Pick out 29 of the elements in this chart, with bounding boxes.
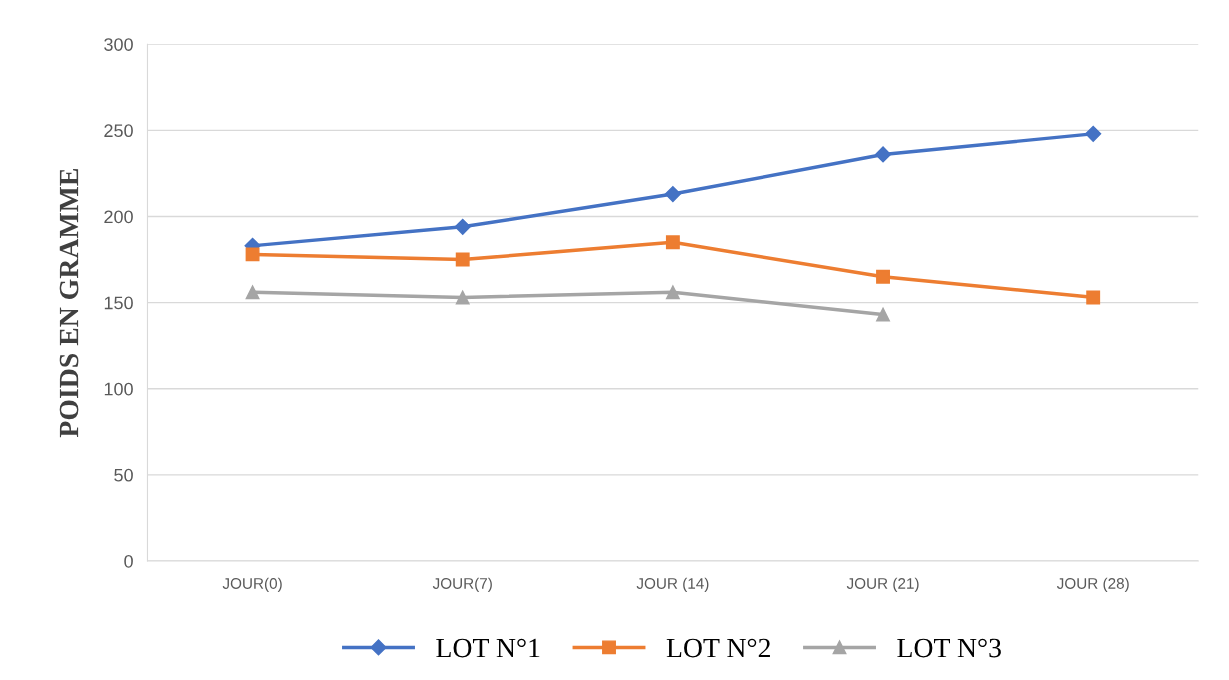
point	[876, 307, 890, 322]
x-tick-label: JOUR (21)	[846, 577, 919, 592]
y-tick-label: 0	[124, 554, 133, 568]
point	[245, 285, 260, 300]
y-axis-title: POIDS EN GRAMME	[59, 168, 79, 438]
point	[455, 252, 470, 267]
legend-label: LOT N°1	[436, 638, 540, 658]
x-tick-label: JOUR (28)	[1056, 577, 1129, 592]
y-tick-label: 300	[104, 38, 133, 51]
point	[664, 186, 681, 203]
y-tick-label: 150	[104, 296, 133, 310]
point	[455, 290, 470, 305]
x-tick-label: JOUR (14)	[636, 577, 709, 592]
x-tick-label: JOUR(7)	[432, 577, 492, 592]
legend-label: LOT N°2	[666, 638, 770, 658]
point	[1086, 290, 1101, 305]
point	[245, 247, 260, 262]
y-tick-label: 50	[114, 468, 133, 482]
point	[1085, 125, 1102, 142]
legend-label: LOT N°3	[897, 638, 1001, 658]
point	[454, 218, 471, 235]
point	[874, 146, 892, 163]
point	[665, 235, 680, 250]
y-tick-label: 200	[104, 210, 133, 224]
y-tick-label: 100	[104, 382, 133, 396]
point	[665, 285, 680, 300]
y-tick-label: 250	[104, 124, 133, 138]
x-tick-label: JOUR(0)	[222, 577, 282, 592]
point	[876, 269, 890, 284]
